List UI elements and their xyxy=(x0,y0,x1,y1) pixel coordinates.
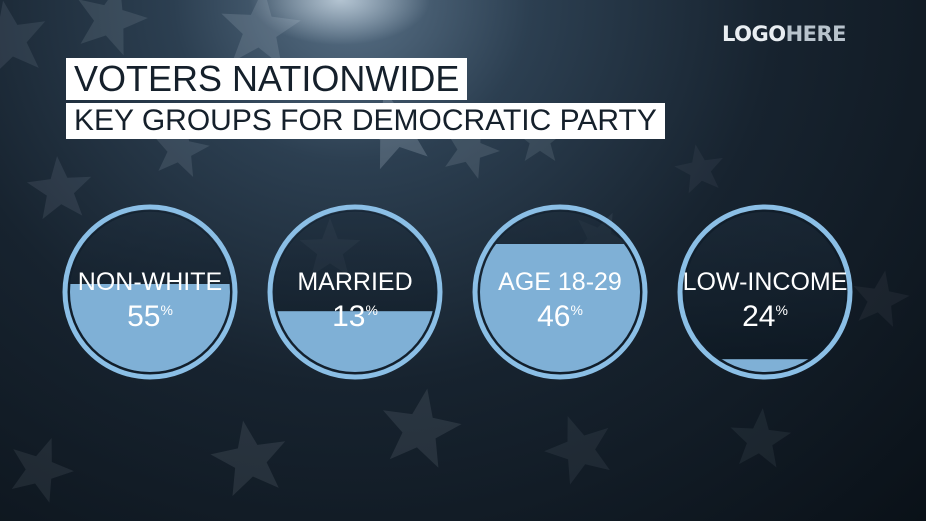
background-star xyxy=(221,0,301,67)
gauge-married: MARRIED 13% xyxy=(267,204,443,380)
background-star xyxy=(730,408,792,468)
gauge-non-white: NON-WHITE 55% xyxy=(62,204,238,380)
gauge-low-income: LOW-INCOME 24% xyxy=(677,204,853,380)
gauge-ring xyxy=(62,204,238,380)
light-flare xyxy=(250,0,430,45)
background-star xyxy=(544,416,610,485)
gauge-fill-low-income xyxy=(685,359,845,372)
background-star xyxy=(26,156,92,220)
background-star xyxy=(382,388,462,468)
page-subtitle: KEY GROUPS FOR DEMOCRATIC PARTY xyxy=(66,103,665,139)
background-star xyxy=(78,0,148,56)
background-star xyxy=(853,270,910,327)
logo: LOGOHERE xyxy=(722,22,847,46)
background-star xyxy=(11,438,74,503)
category-label: AGE 18-29 xyxy=(498,268,622,296)
page-title: VOTERS NATIONWIDE xyxy=(66,58,468,100)
value-label: 46% xyxy=(537,300,583,333)
gauge-background xyxy=(685,212,845,372)
value-label: 55% xyxy=(127,300,173,333)
category-label: LOW-INCOME xyxy=(683,268,848,296)
value-label: 24% xyxy=(742,300,788,333)
gauge-ring xyxy=(677,204,853,380)
background-star xyxy=(210,420,286,496)
gauge-ring xyxy=(267,204,443,380)
gauge-ring xyxy=(472,204,648,380)
gauge-age-18-29: AGE 18-29 46% xyxy=(472,204,648,380)
background-star xyxy=(153,120,210,177)
category-label: MARRIED xyxy=(297,268,412,296)
value-label: 13% xyxy=(332,300,378,333)
background-star xyxy=(0,0,46,76)
gauge-fill-age-18-29 xyxy=(480,244,640,372)
background-star xyxy=(674,144,723,194)
category-label: NON-WHITE xyxy=(78,268,222,296)
